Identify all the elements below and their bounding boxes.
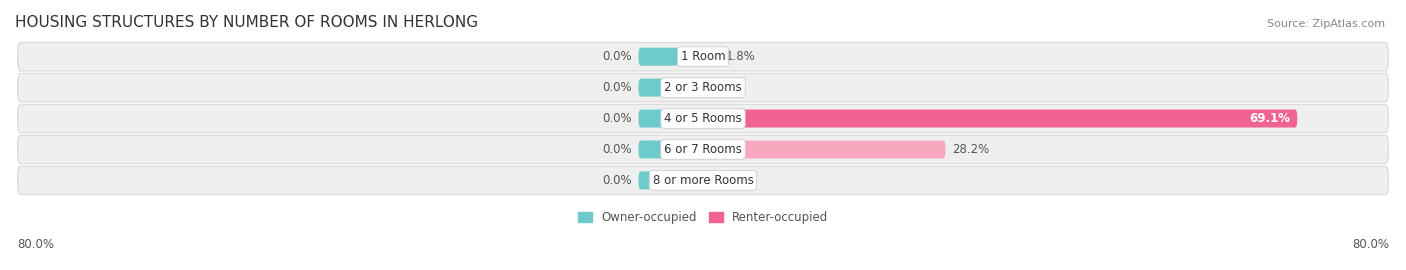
FancyBboxPatch shape — [703, 48, 718, 66]
Text: 1.8%: 1.8% — [725, 50, 755, 63]
Text: 0.0%: 0.0% — [710, 81, 740, 94]
Legend: Owner-occupied, Renter-occupied: Owner-occupied, Renter-occupied — [572, 206, 834, 228]
Text: 0.0%: 0.0% — [602, 143, 631, 156]
Text: 0.0%: 0.0% — [602, 174, 631, 187]
Text: 0.0%: 0.0% — [602, 81, 631, 94]
FancyBboxPatch shape — [703, 110, 1298, 127]
Text: 0.0%: 0.0% — [602, 50, 631, 63]
Text: HOUSING STRUCTURES BY NUMBER OF ROOMS IN HERLONG: HOUSING STRUCTURES BY NUMBER OF ROOMS IN… — [15, 15, 478, 30]
FancyBboxPatch shape — [18, 104, 1388, 133]
FancyBboxPatch shape — [638, 48, 703, 66]
FancyBboxPatch shape — [703, 140, 945, 158]
Text: 8 or more Rooms: 8 or more Rooms — [652, 174, 754, 187]
FancyBboxPatch shape — [18, 42, 1388, 71]
Text: 6 or 7 Rooms: 6 or 7 Rooms — [664, 143, 742, 156]
FancyBboxPatch shape — [18, 166, 1388, 195]
Text: 0.91%: 0.91% — [717, 174, 755, 187]
Text: 2 or 3 Rooms: 2 or 3 Rooms — [664, 81, 742, 94]
FancyBboxPatch shape — [18, 73, 1388, 102]
FancyBboxPatch shape — [638, 140, 703, 158]
Text: 4 or 5 Rooms: 4 or 5 Rooms — [664, 112, 742, 125]
Text: 1 Room: 1 Room — [681, 50, 725, 63]
Text: Source: ZipAtlas.com: Source: ZipAtlas.com — [1267, 19, 1385, 29]
FancyBboxPatch shape — [638, 79, 703, 97]
Text: 0.0%: 0.0% — [602, 112, 631, 125]
Text: 80.0%: 80.0% — [1353, 238, 1389, 251]
Text: 28.2%: 28.2% — [952, 143, 990, 156]
Text: 80.0%: 80.0% — [17, 238, 53, 251]
FancyBboxPatch shape — [703, 171, 711, 189]
FancyBboxPatch shape — [18, 135, 1388, 164]
FancyBboxPatch shape — [638, 171, 703, 189]
FancyBboxPatch shape — [638, 110, 703, 127]
Text: 69.1%: 69.1% — [1250, 112, 1291, 125]
